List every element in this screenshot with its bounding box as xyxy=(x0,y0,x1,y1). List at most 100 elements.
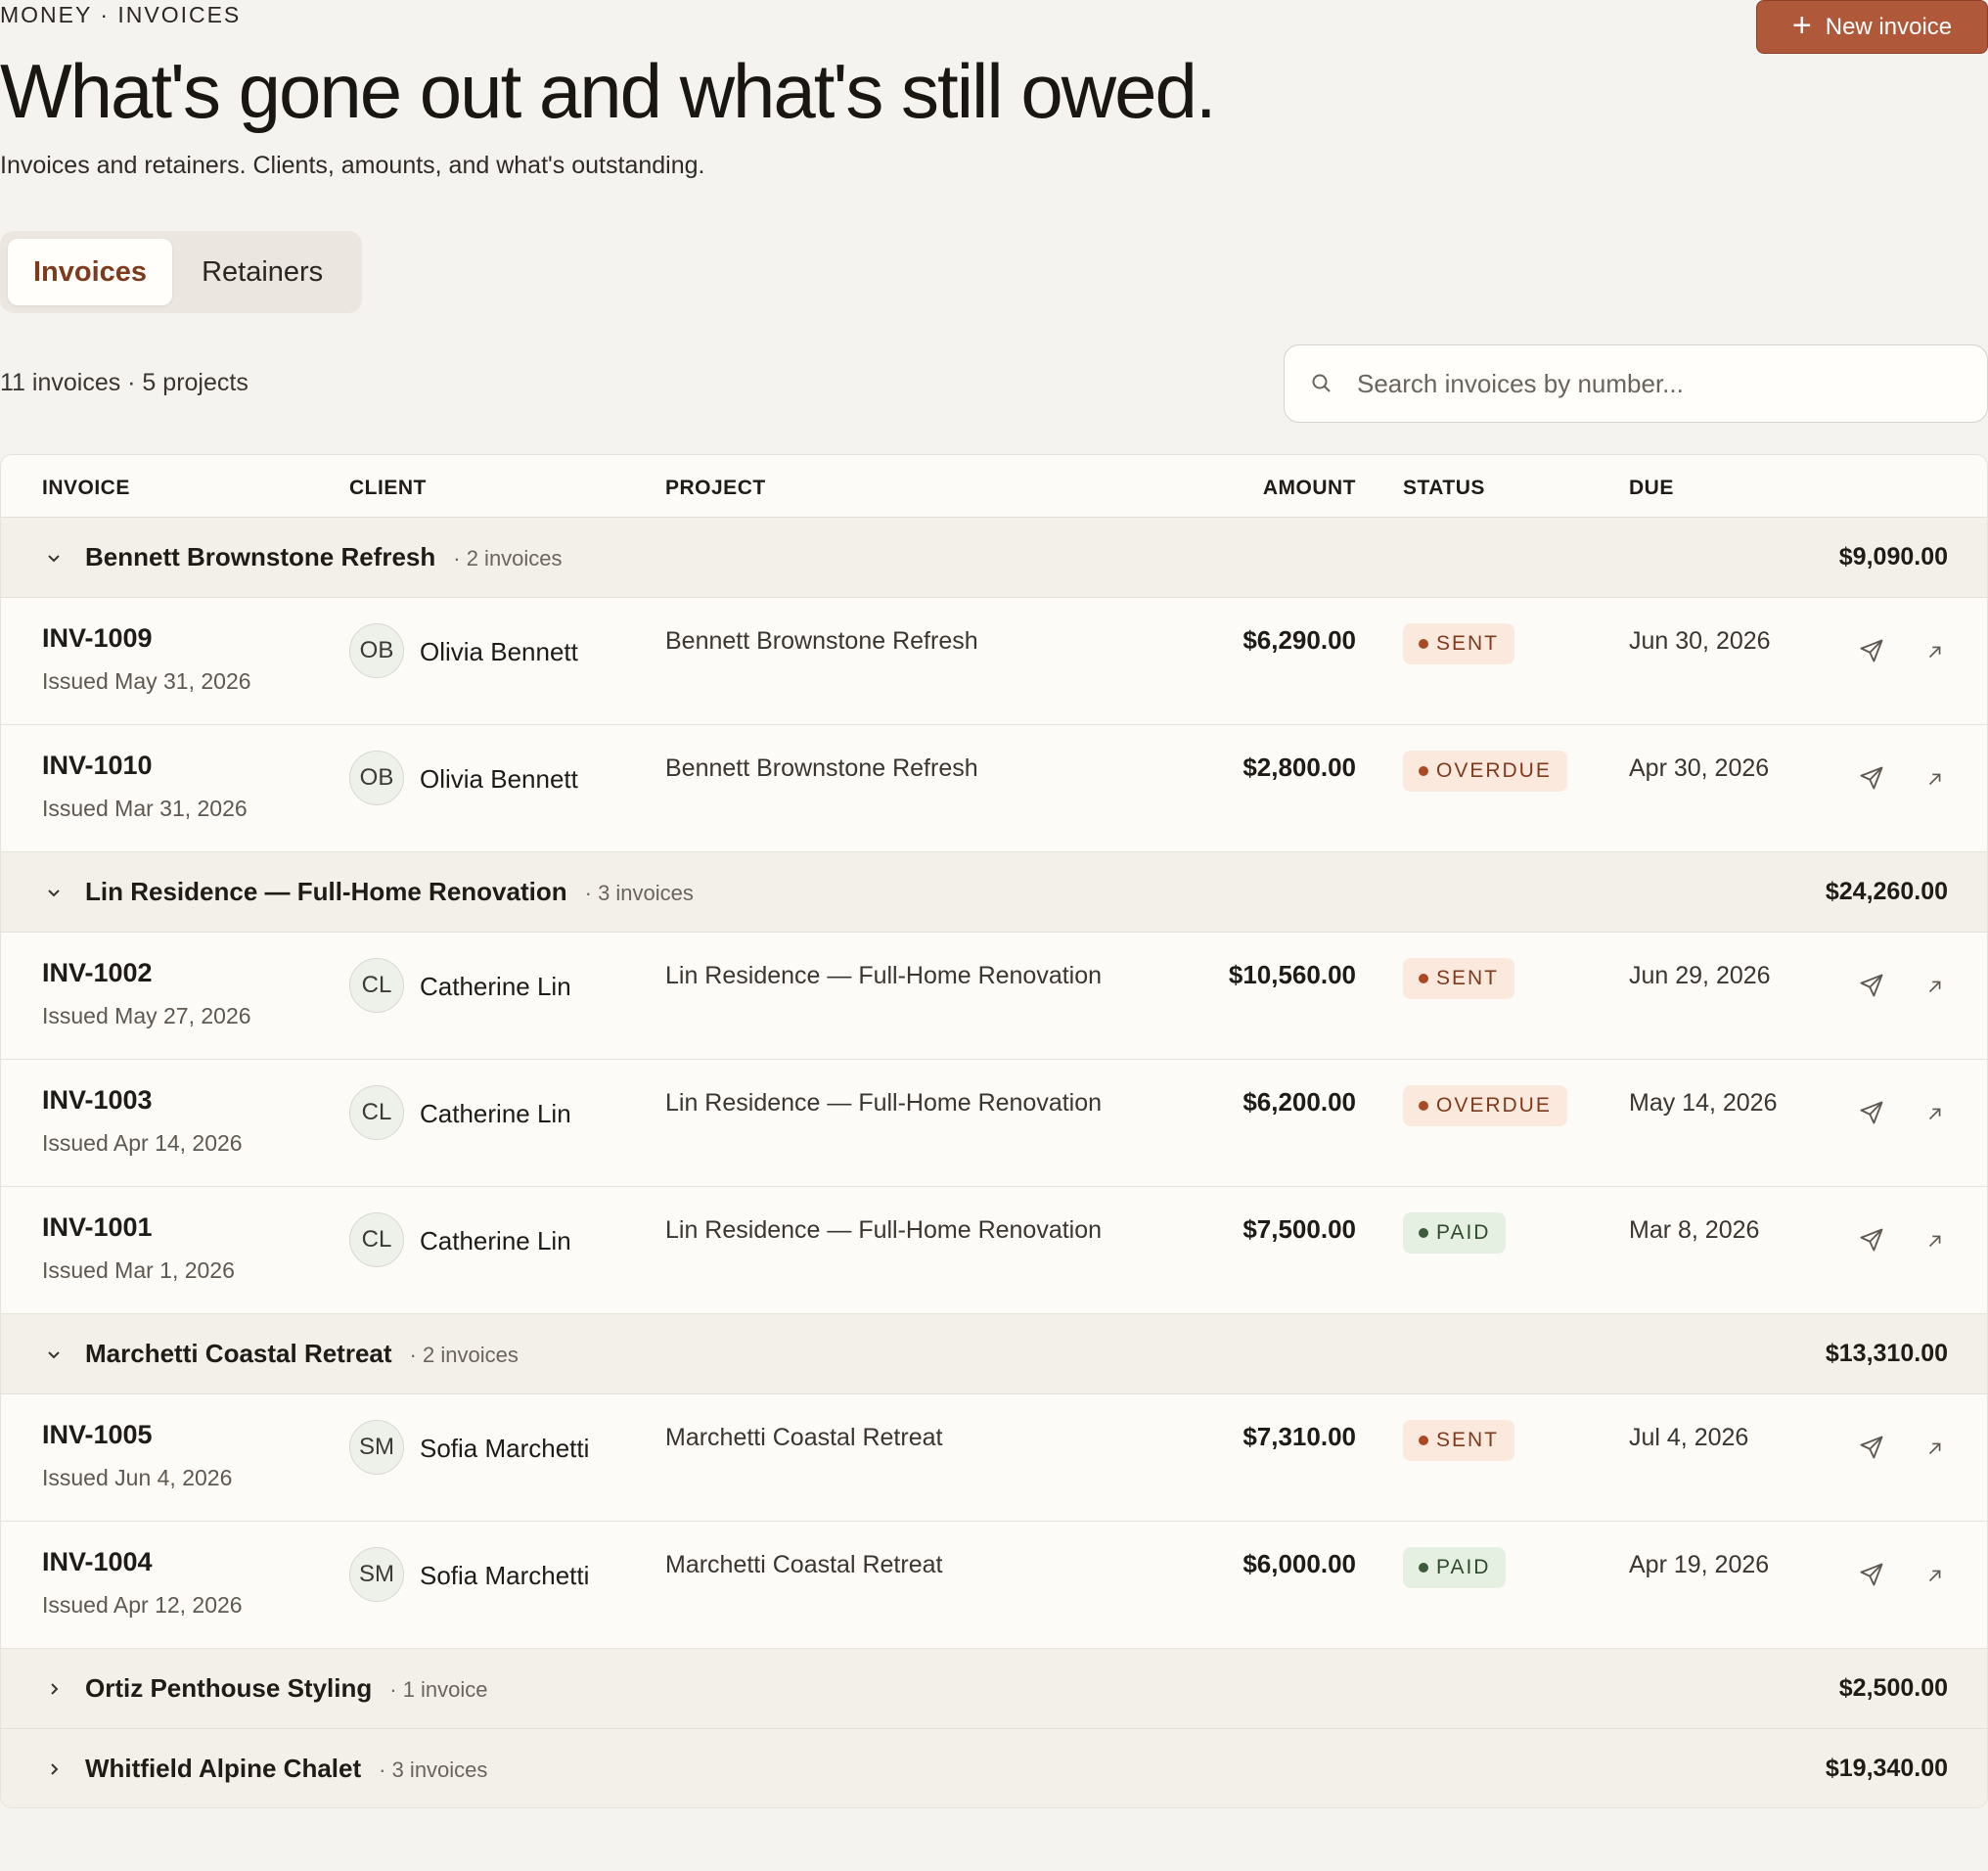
invoice-row[interactable]: INV-1009 Issued May 31, 2026 OB Olivia Benn… xyxy=(1,598,1987,725)
client-name: Sofia Marchetti xyxy=(420,1434,590,1463)
group-count: · 2 invoices xyxy=(453,546,563,570)
column-due[interactable]: DUE xyxy=(1629,477,1674,499)
status-badge: SENT xyxy=(1403,1420,1515,1461)
invoice-row[interactable]: INV-1010 Issued Mar 31, 2026 OB Olivia Benn… xyxy=(1,725,1987,852)
invoice-number[interactable]: INV-1009 xyxy=(42,623,153,653)
tab-invoices[interactable]: Invoices xyxy=(8,239,173,305)
page-subtitle: Invoices and retainers. Clients, amounts… xyxy=(0,152,705,179)
open-arrow-icon[interactable] xyxy=(1924,1103,1946,1124)
project-name: Lin Residence — Full-Home Renovation xyxy=(665,962,1103,989)
project-group-row[interactable]: Lin Residence — Full-Home Renovation · 3 … xyxy=(1,852,1987,933)
group-total: $2,500.00 xyxy=(1838,1674,1948,1702)
group-name: Whitfield Alpine Chalet · 3 invoices xyxy=(85,1754,488,1783)
invoice-row[interactable]: INV-1004 Issued Apr 12, 2026 SM Sofia March… xyxy=(1,1522,1987,1649)
invoice-amount: $10,560.00 xyxy=(1228,960,1356,989)
invoice-row[interactable]: INV-1003 Issued Apr 14, 2026 CL Catherine L… xyxy=(1,1060,1987,1187)
send-icon[interactable] xyxy=(1858,1561,1885,1588)
open-arrow-icon[interactable] xyxy=(1924,976,1946,997)
avatar: SM xyxy=(349,1547,404,1602)
group-total: $13,310.00 xyxy=(1825,1340,1948,1367)
send-icon[interactable] xyxy=(1858,1226,1885,1254)
project-group-row[interactable]: Whitfield Alpine Chalet · 3 invoices $19,3… xyxy=(1,1729,1987,1807)
project-group-row[interactable]: Marchetti Coastal Retreat · 2 invoices $13… xyxy=(1,1314,1987,1394)
open-arrow-icon[interactable] xyxy=(1924,1565,1946,1586)
issued-date: Issued Mar 1, 2026 xyxy=(42,1257,235,1283)
status-dot-icon xyxy=(1419,766,1428,776)
invoice-amount: $6,290.00 xyxy=(1242,625,1356,655)
column-amount[interactable]: AMOUNT xyxy=(1262,477,1356,499)
column-invoice[interactable]: INVOICE xyxy=(42,477,130,499)
project-group-row[interactable]: Ortiz Penthouse Styling · 1 invoice $2,500… xyxy=(1,1649,1987,1729)
open-arrow-icon[interactable] xyxy=(1924,641,1946,662)
new-invoice-button[interactable]: + New invoice xyxy=(1756,0,1988,54)
send-icon[interactable] xyxy=(1858,972,1885,999)
invoice-row[interactable]: INV-1005 Issued Jun 4, 2026 SM Sofia Marche… xyxy=(1,1394,1987,1522)
column-client[interactable]: CLIENT xyxy=(349,477,427,499)
send-icon[interactable] xyxy=(1858,1099,1885,1126)
client-name: Catherine Lin xyxy=(420,972,571,1001)
due-date: Mar 8, 2026 xyxy=(1629,1216,1760,1244)
due-date: Apr 19, 2026 xyxy=(1629,1551,1770,1578)
invoice-table: INVOICE CLIENT PROJECT AMOUNT STATUS DUE… xyxy=(0,454,1988,1808)
issued-date: Issued May 31, 2026 xyxy=(42,668,251,694)
status-badge: PAID xyxy=(1403,1547,1507,1588)
project-name: Lin Residence — Full-Home Renovation xyxy=(665,1089,1103,1117)
chevron-down-icon[interactable] xyxy=(42,1343,66,1366)
due-date: Jun 29, 2026 xyxy=(1629,962,1771,989)
due-date: May 14, 2026 xyxy=(1629,1089,1778,1117)
invoice-amount: $6,000.00 xyxy=(1242,1549,1356,1578)
avatar: CL xyxy=(349,958,404,1013)
chevron-down-icon[interactable] xyxy=(42,881,66,904)
page-title: What's gone out and what's still owed. xyxy=(0,48,1217,134)
group-name: Lin Residence — Full-Home Renovation · 3 … xyxy=(85,877,694,906)
status-dot-icon xyxy=(1419,1228,1428,1238)
plus-icon: + xyxy=(1791,7,1812,44)
chevron-right-icon[interactable] xyxy=(42,1757,66,1781)
group-count: · 3 invoices xyxy=(379,1757,488,1782)
tab-bar: Invoices Retainers xyxy=(0,231,362,313)
send-icon[interactable] xyxy=(1858,637,1885,664)
invoice-number[interactable]: INV-1010 xyxy=(42,751,153,780)
invoice-number[interactable]: INV-1005 xyxy=(42,1420,153,1449)
invoice-row[interactable]: INV-1002 Issued May 27, 2026 CL Catherine L… xyxy=(1,933,1987,1060)
status-dot-icon xyxy=(1419,974,1428,983)
avatar: SM xyxy=(349,1420,404,1475)
project-name: Marchetti Coastal Retreat xyxy=(665,1424,943,1451)
send-icon[interactable] xyxy=(1858,764,1885,792)
status-dot-icon xyxy=(1419,1436,1428,1445)
group-total: $19,340.00 xyxy=(1825,1755,1948,1782)
invoice-number[interactable]: INV-1003 xyxy=(42,1085,153,1115)
status-dot-icon xyxy=(1419,639,1428,649)
search-icon xyxy=(1312,374,1331,392)
invoice-row[interactable]: INV-1001 Issued Mar 1, 2026 CL Catherine Li… xyxy=(1,1187,1987,1314)
project-group-row[interactable]: Bennett Brownstone Refresh · 2 invoices $9… xyxy=(1,518,1987,598)
tab-retainers[interactable]: Retainers xyxy=(202,255,324,288)
project-name: Bennett Brownstone Refresh xyxy=(665,754,978,782)
client-name: Catherine Lin xyxy=(420,1226,571,1255)
invoice-number[interactable]: INV-1002 xyxy=(42,958,153,987)
invoice-amount: $7,500.00 xyxy=(1242,1214,1356,1244)
column-project[interactable]: PROJECT xyxy=(665,477,766,499)
status-dot-icon xyxy=(1419,1101,1428,1111)
open-arrow-icon[interactable] xyxy=(1924,1230,1946,1252)
table-header: INVOICE CLIENT PROJECT AMOUNT STATUS DUE xyxy=(1,455,1987,518)
column-status[interactable]: STATUS xyxy=(1403,477,1485,499)
invoice-amount: $7,310.00 xyxy=(1242,1422,1356,1451)
due-date: Jun 30, 2026 xyxy=(1629,627,1771,655)
chevron-down-icon[interactable] xyxy=(42,546,66,570)
client-name: Olivia Bennett xyxy=(420,764,578,794)
chevron-right-icon[interactable] xyxy=(42,1677,66,1701)
avatar: CL xyxy=(349,1212,404,1267)
open-arrow-icon[interactable] xyxy=(1924,1437,1946,1459)
invoice-number[interactable]: INV-1004 xyxy=(42,1547,153,1576)
send-icon[interactable] xyxy=(1858,1434,1885,1461)
avatar: OB xyxy=(349,623,404,678)
open-arrow-icon[interactable] xyxy=(1924,768,1946,790)
status-badge: SENT xyxy=(1403,623,1515,664)
due-date: Apr 30, 2026 xyxy=(1629,754,1770,782)
invoice-number[interactable]: INV-1001 xyxy=(42,1212,153,1242)
client-name: Olivia Bennett xyxy=(420,637,578,666)
invoice-summary: 11 invoices · 5 projects xyxy=(0,369,248,396)
search-input[interactable] xyxy=(1357,368,1944,399)
group-count: · 3 invoices xyxy=(584,881,694,905)
